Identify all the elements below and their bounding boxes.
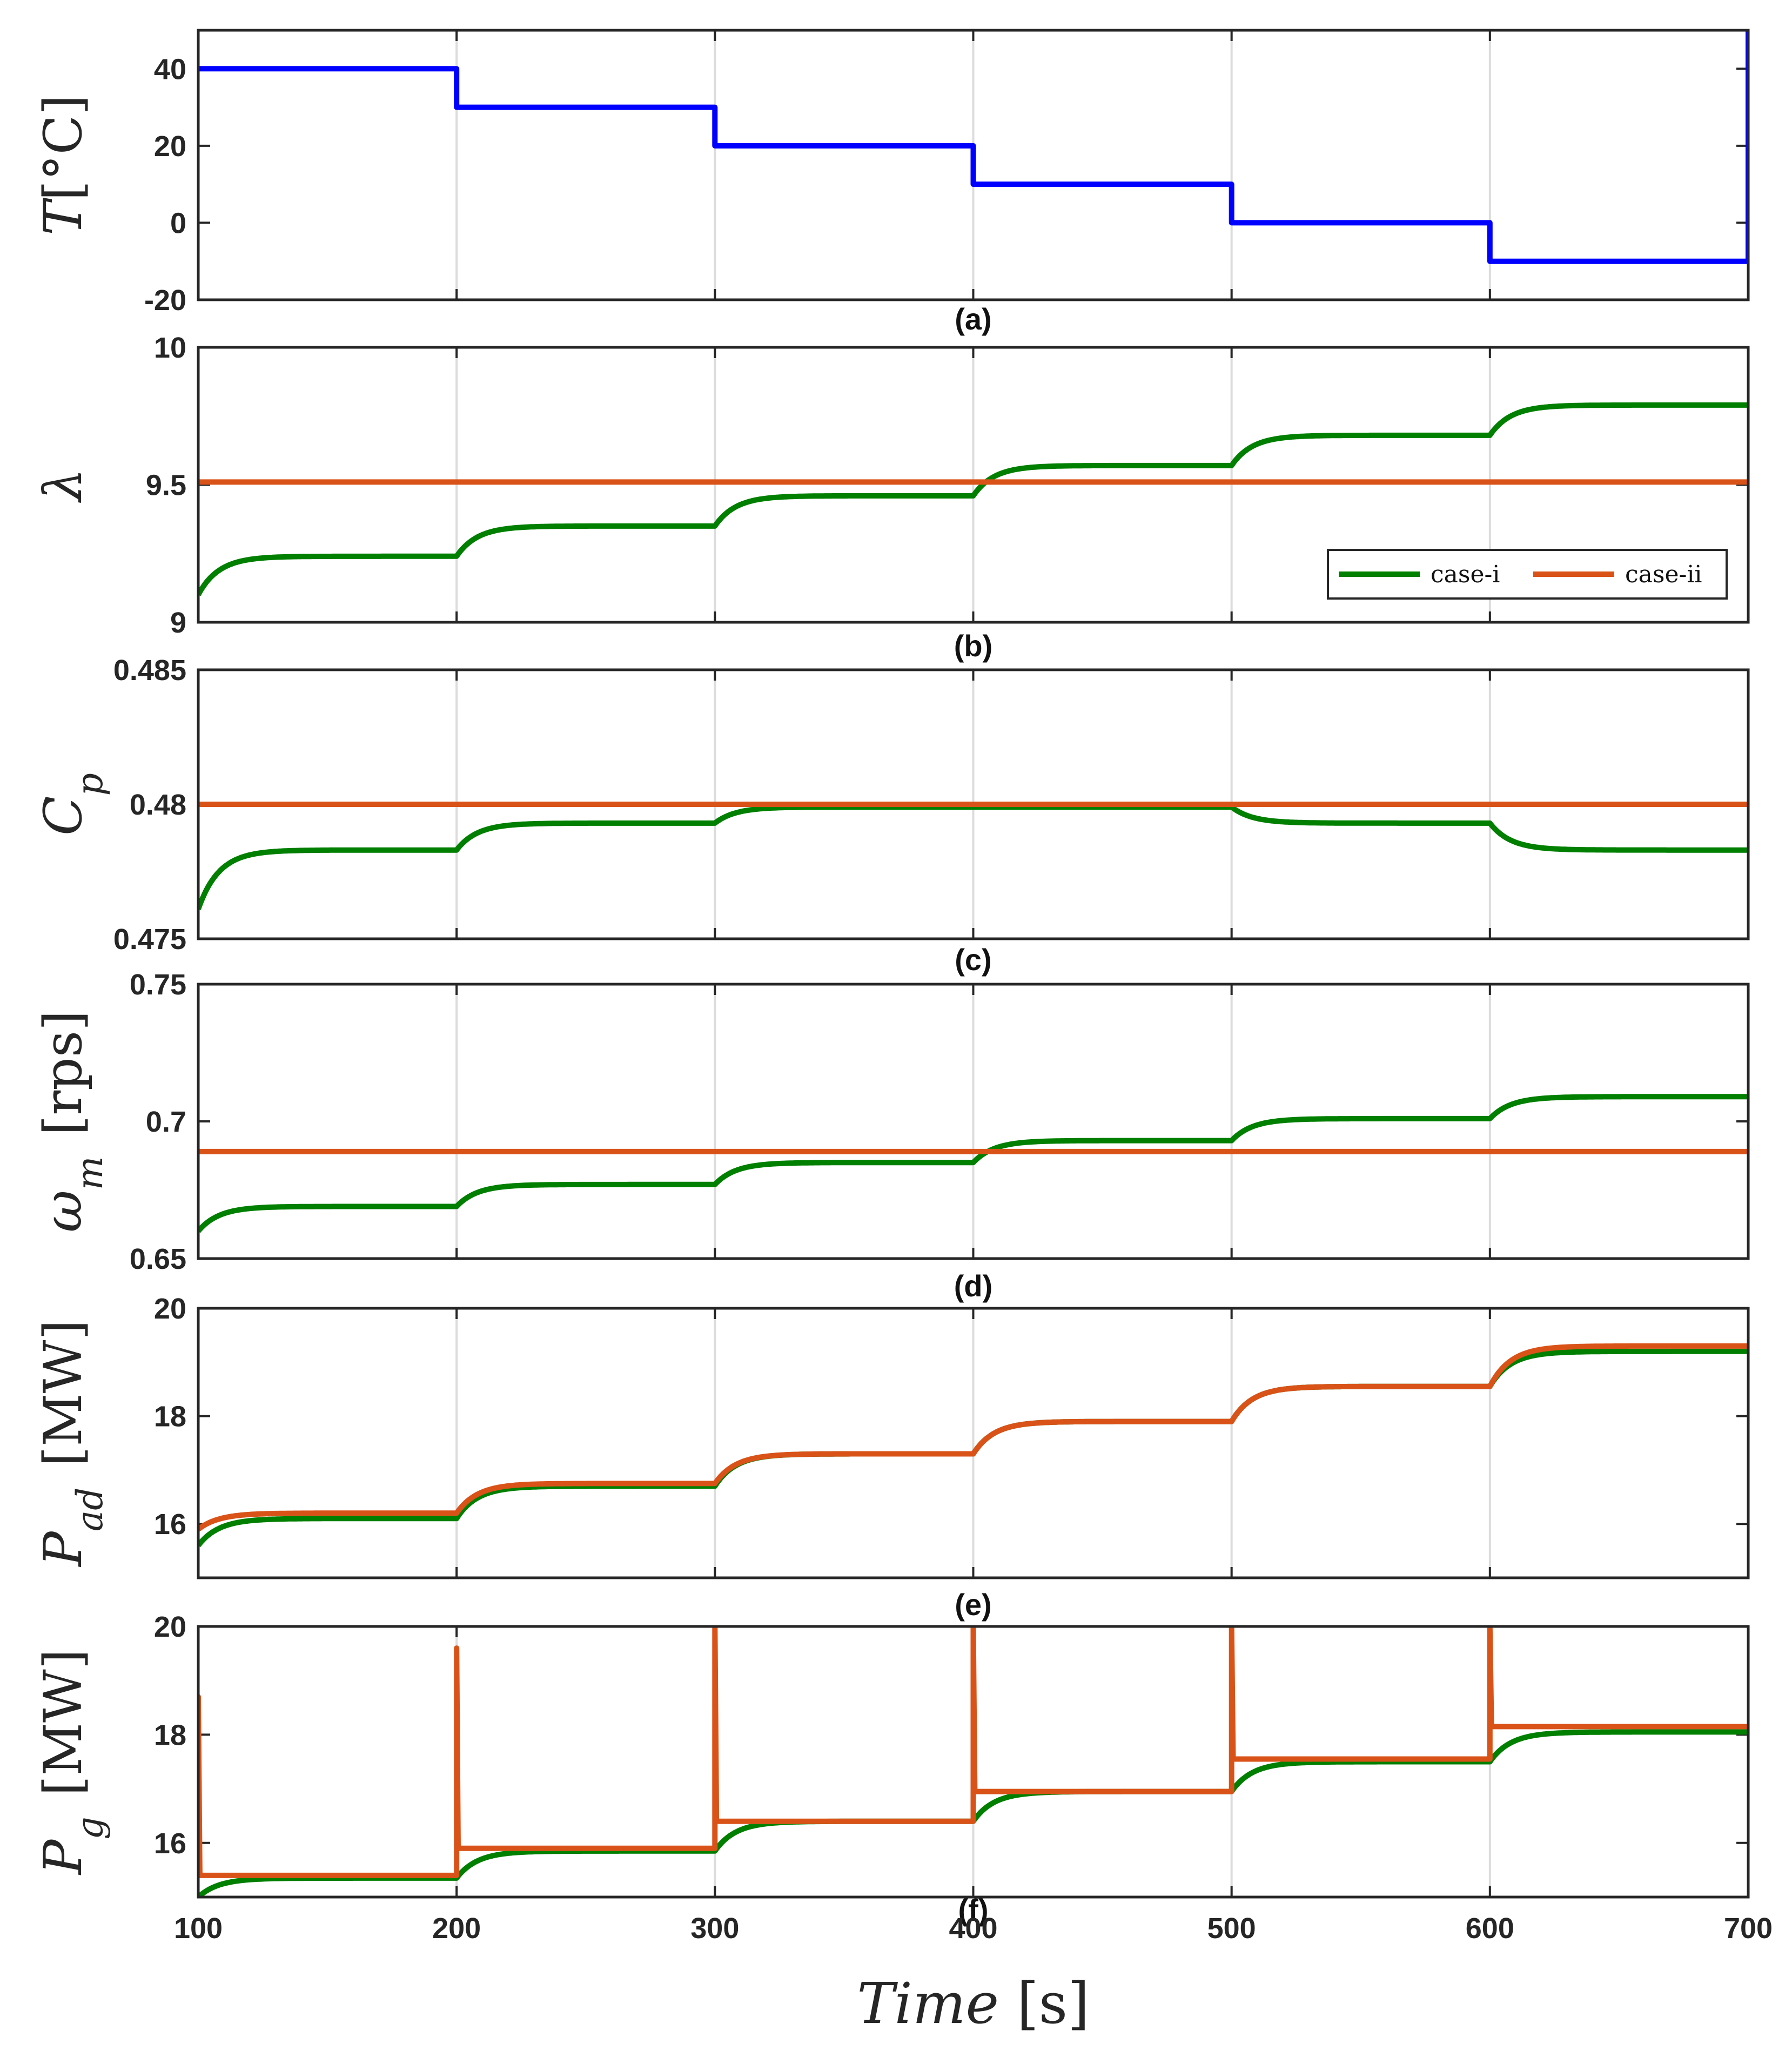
- y-tick-label: 0.7: [146, 1106, 186, 1138]
- y-tick-label: 18: [154, 1401, 186, 1433]
- chart-panel-f: 16 18 20 Pg [MW] (f) 100 200 300 400 500 600 700 Tim…: [33, 1611, 1773, 2036]
- y-tick-label: 9.5: [146, 469, 186, 502]
- panel-caption: (d): [954, 1269, 993, 1303]
- chart-panel-e: 16 18 20 Pad [MW] (e): [33, 1293, 1750, 1622]
- series-line-case-ii: [198, 1343, 1748, 1532]
- y-tick-label: 10: [154, 332, 186, 364]
- chart-panel-d: 0.65 0.7 0.75 ωm [rps] (d): [33, 969, 1750, 1303]
- y-tick-label: 20: [154, 1293, 186, 1325]
- legend-label-case-ii: case-ii: [1625, 561, 1702, 588]
- x-tick-label: 100: [174, 1912, 223, 1945]
- chart-panel-b: 9 9.5 10 λ (b) case-i case-ii: [33, 332, 1750, 663]
- y-tick-label: 18: [154, 1719, 186, 1751]
- axes-frame: [197, 983, 1750, 1260]
- y-axis-label: λ: [33, 468, 93, 503]
- legend-box: [1327, 549, 1728, 600]
- series-line-case-i: [198, 1094, 1748, 1233]
- y-axis-label: ωm [rps]: [33, 1011, 111, 1233]
- y-tick-label: 0.48: [130, 789, 186, 821]
- axes-frame: [197, 346, 1750, 624]
- y-tick-label: 16: [154, 1508, 186, 1541]
- y-tick-label: -20: [144, 284, 186, 317]
- legend-label-case-i: case-i: [1431, 561, 1500, 588]
- series-line-T: [198, 30, 1748, 264]
- chart-panel-a: -20 0 20 40 T[°C] (a): [33, 29, 1750, 336]
- axes-frame: [197, 29, 1750, 301]
- x-tick-label: 700: [1724, 1912, 1773, 1945]
- y-tick-label: 40: [154, 53, 186, 85]
- panel-caption: (f): [958, 1893, 989, 1927]
- y-tick-label: 9: [170, 607, 186, 639]
- chart-panel-c: 0.475 0.48 0.485 Cp (c): [33, 654, 1750, 977]
- legend: case-i case-ii: [1327, 549, 1728, 600]
- y-tick-label: 20: [154, 130, 186, 163]
- y-axis-label: Cp: [33, 773, 111, 836]
- y-tick-label: 0.475: [113, 923, 186, 956]
- y-tick-label: 0: [170, 207, 186, 239]
- axes-frame: [197, 1307, 1750, 1579]
- axes-frame: [197, 1625, 1750, 1899]
- y-axis-label: Pad [MW]: [33, 1320, 111, 1568]
- y-axis-label: T[°C]: [33, 95, 93, 235]
- y-tick-label: 0.75: [130, 969, 186, 1001]
- series-line-case-ii: [198, 1626, 1748, 1878]
- axes-frame: [197, 668, 1750, 940]
- series-line-case-i: [198, 402, 1748, 596]
- y-tick-label: 20: [154, 1611, 186, 1643]
- y-axis-label: Pg [MW]: [33, 1649, 111, 1875]
- y-tick-label: 0.485: [113, 654, 186, 687]
- panel-caption: (e): [955, 1588, 991, 1622]
- x-tick-label: 200: [432, 1912, 481, 1945]
- panel-caption: (c): [955, 943, 991, 977]
- x-tick-label: 500: [1207, 1912, 1256, 1945]
- x-tick-label: 300: [690, 1912, 739, 1945]
- x-tick-label: 600: [1466, 1912, 1514, 1945]
- panel-caption: (a): [955, 302, 991, 336]
- y-tick-label: 0.65: [130, 1243, 186, 1275]
- panel-caption: (b): [954, 629, 993, 663]
- y-tick-label: 16: [154, 1827, 186, 1860]
- x-tick-label: 400: [949, 1912, 997, 1945]
- x-axis-label: Time [s]: [857, 1971, 1089, 2036]
